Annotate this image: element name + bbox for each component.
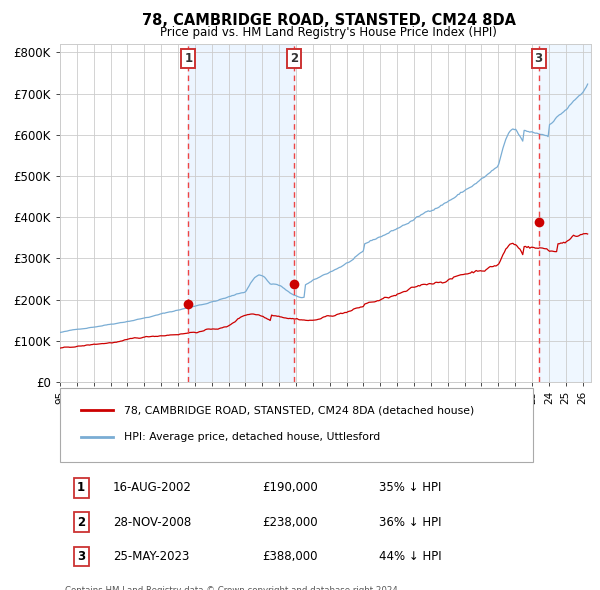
- Text: 1: 1: [184, 52, 193, 65]
- Text: £238,000: £238,000: [262, 516, 317, 529]
- Text: Contains HM Land Registry data © Crown copyright and database right 2024.: Contains HM Land Registry data © Crown c…: [65, 586, 401, 590]
- Text: 35% ↓ HPI: 35% ↓ HPI: [379, 481, 441, 494]
- FancyBboxPatch shape: [60, 388, 533, 463]
- Text: 78, CAMBRIDGE ROAD, STANSTED, CM24 8DA (detached house): 78, CAMBRIDGE ROAD, STANSTED, CM24 8DA (…: [124, 405, 474, 415]
- Text: Price paid vs. HM Land Registry's House Price Index (HPI): Price paid vs. HM Land Registry's House …: [160, 26, 497, 39]
- Text: 3: 3: [535, 52, 542, 65]
- Text: 3: 3: [77, 550, 85, 563]
- Bar: [188, 44, 295, 382]
- Text: 44% ↓ HPI: 44% ↓ HPI: [379, 550, 441, 563]
- Text: HPI: Average price, detached house, Uttlesford: HPI: Average price, detached house, Uttl…: [124, 432, 380, 442]
- Text: 36% ↓ HPI: 36% ↓ HPI: [379, 516, 441, 529]
- Text: 25-MAY-2023: 25-MAY-2023: [113, 550, 190, 563]
- Bar: [539, 44, 591, 382]
- Text: 28-NOV-2008: 28-NOV-2008: [113, 516, 191, 529]
- Text: £190,000: £190,000: [262, 481, 317, 494]
- Text: 78, CAMBRIDGE ROAD, STANSTED, CM24 8DA: 78, CAMBRIDGE ROAD, STANSTED, CM24 8DA: [142, 13, 516, 28]
- Text: £388,000: £388,000: [262, 550, 317, 563]
- Text: 16-AUG-2002: 16-AUG-2002: [113, 481, 192, 494]
- Text: 2: 2: [77, 516, 85, 529]
- Bar: [539, 44, 591, 382]
- Text: 1: 1: [77, 481, 85, 494]
- Text: 2: 2: [290, 52, 299, 65]
